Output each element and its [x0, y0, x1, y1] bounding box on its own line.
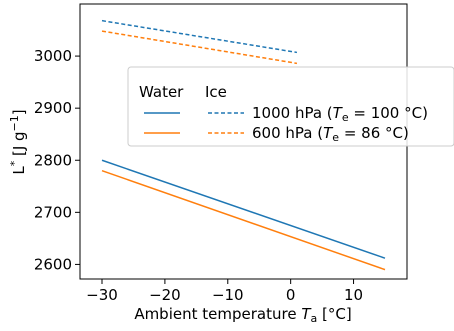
legend-label-1000: 1000 hPa (Te = 100 °C) [252, 104, 428, 124]
legend: Water Ice 1000 hPa (Te = 100 °C) 600 hPa… [127, 66, 454, 147]
x-tick-label: −20 [149, 286, 181, 304]
legend-header-water: Water [139, 83, 184, 101]
series-line-ice-600hpa [101, 30, 298, 65]
x-tick-label: −30 [86, 286, 118, 304]
y-tick-label: 3000 [34, 47, 72, 65]
ticks-layer: −30 −20 −10 0 10 2600 2700 2800 2900 3000 [34, 47, 363, 304]
legend-label-600: 600 hPa (Te = 86 °C) [252, 124, 409, 144]
x-axis-label: Ambient temperature Ta [°C] [134, 305, 351, 325]
y-tick-label: 2900 [34, 99, 72, 117]
y-tick-label: 2600 [34, 255, 72, 273]
series-line-water-600hpa [101, 169, 386, 271]
series-line-water-1000hpa [101, 159, 386, 259]
x-tick-label: −10 [212, 286, 244, 304]
legend-header-ice: Ice [205, 83, 227, 101]
series-line-ice-1000hpa [101, 19, 298, 54]
y-tick-label: 2700 [34, 203, 72, 221]
series-layer [101, 19, 386, 271]
legend-box [127, 66, 454, 147]
y-tick-label: 2800 [34, 151, 72, 169]
y-axis-label: L* [J g−1] [8, 109, 28, 174]
x-tick-label: 10 [344, 286, 363, 304]
x-tick-label: 0 [286, 286, 296, 304]
